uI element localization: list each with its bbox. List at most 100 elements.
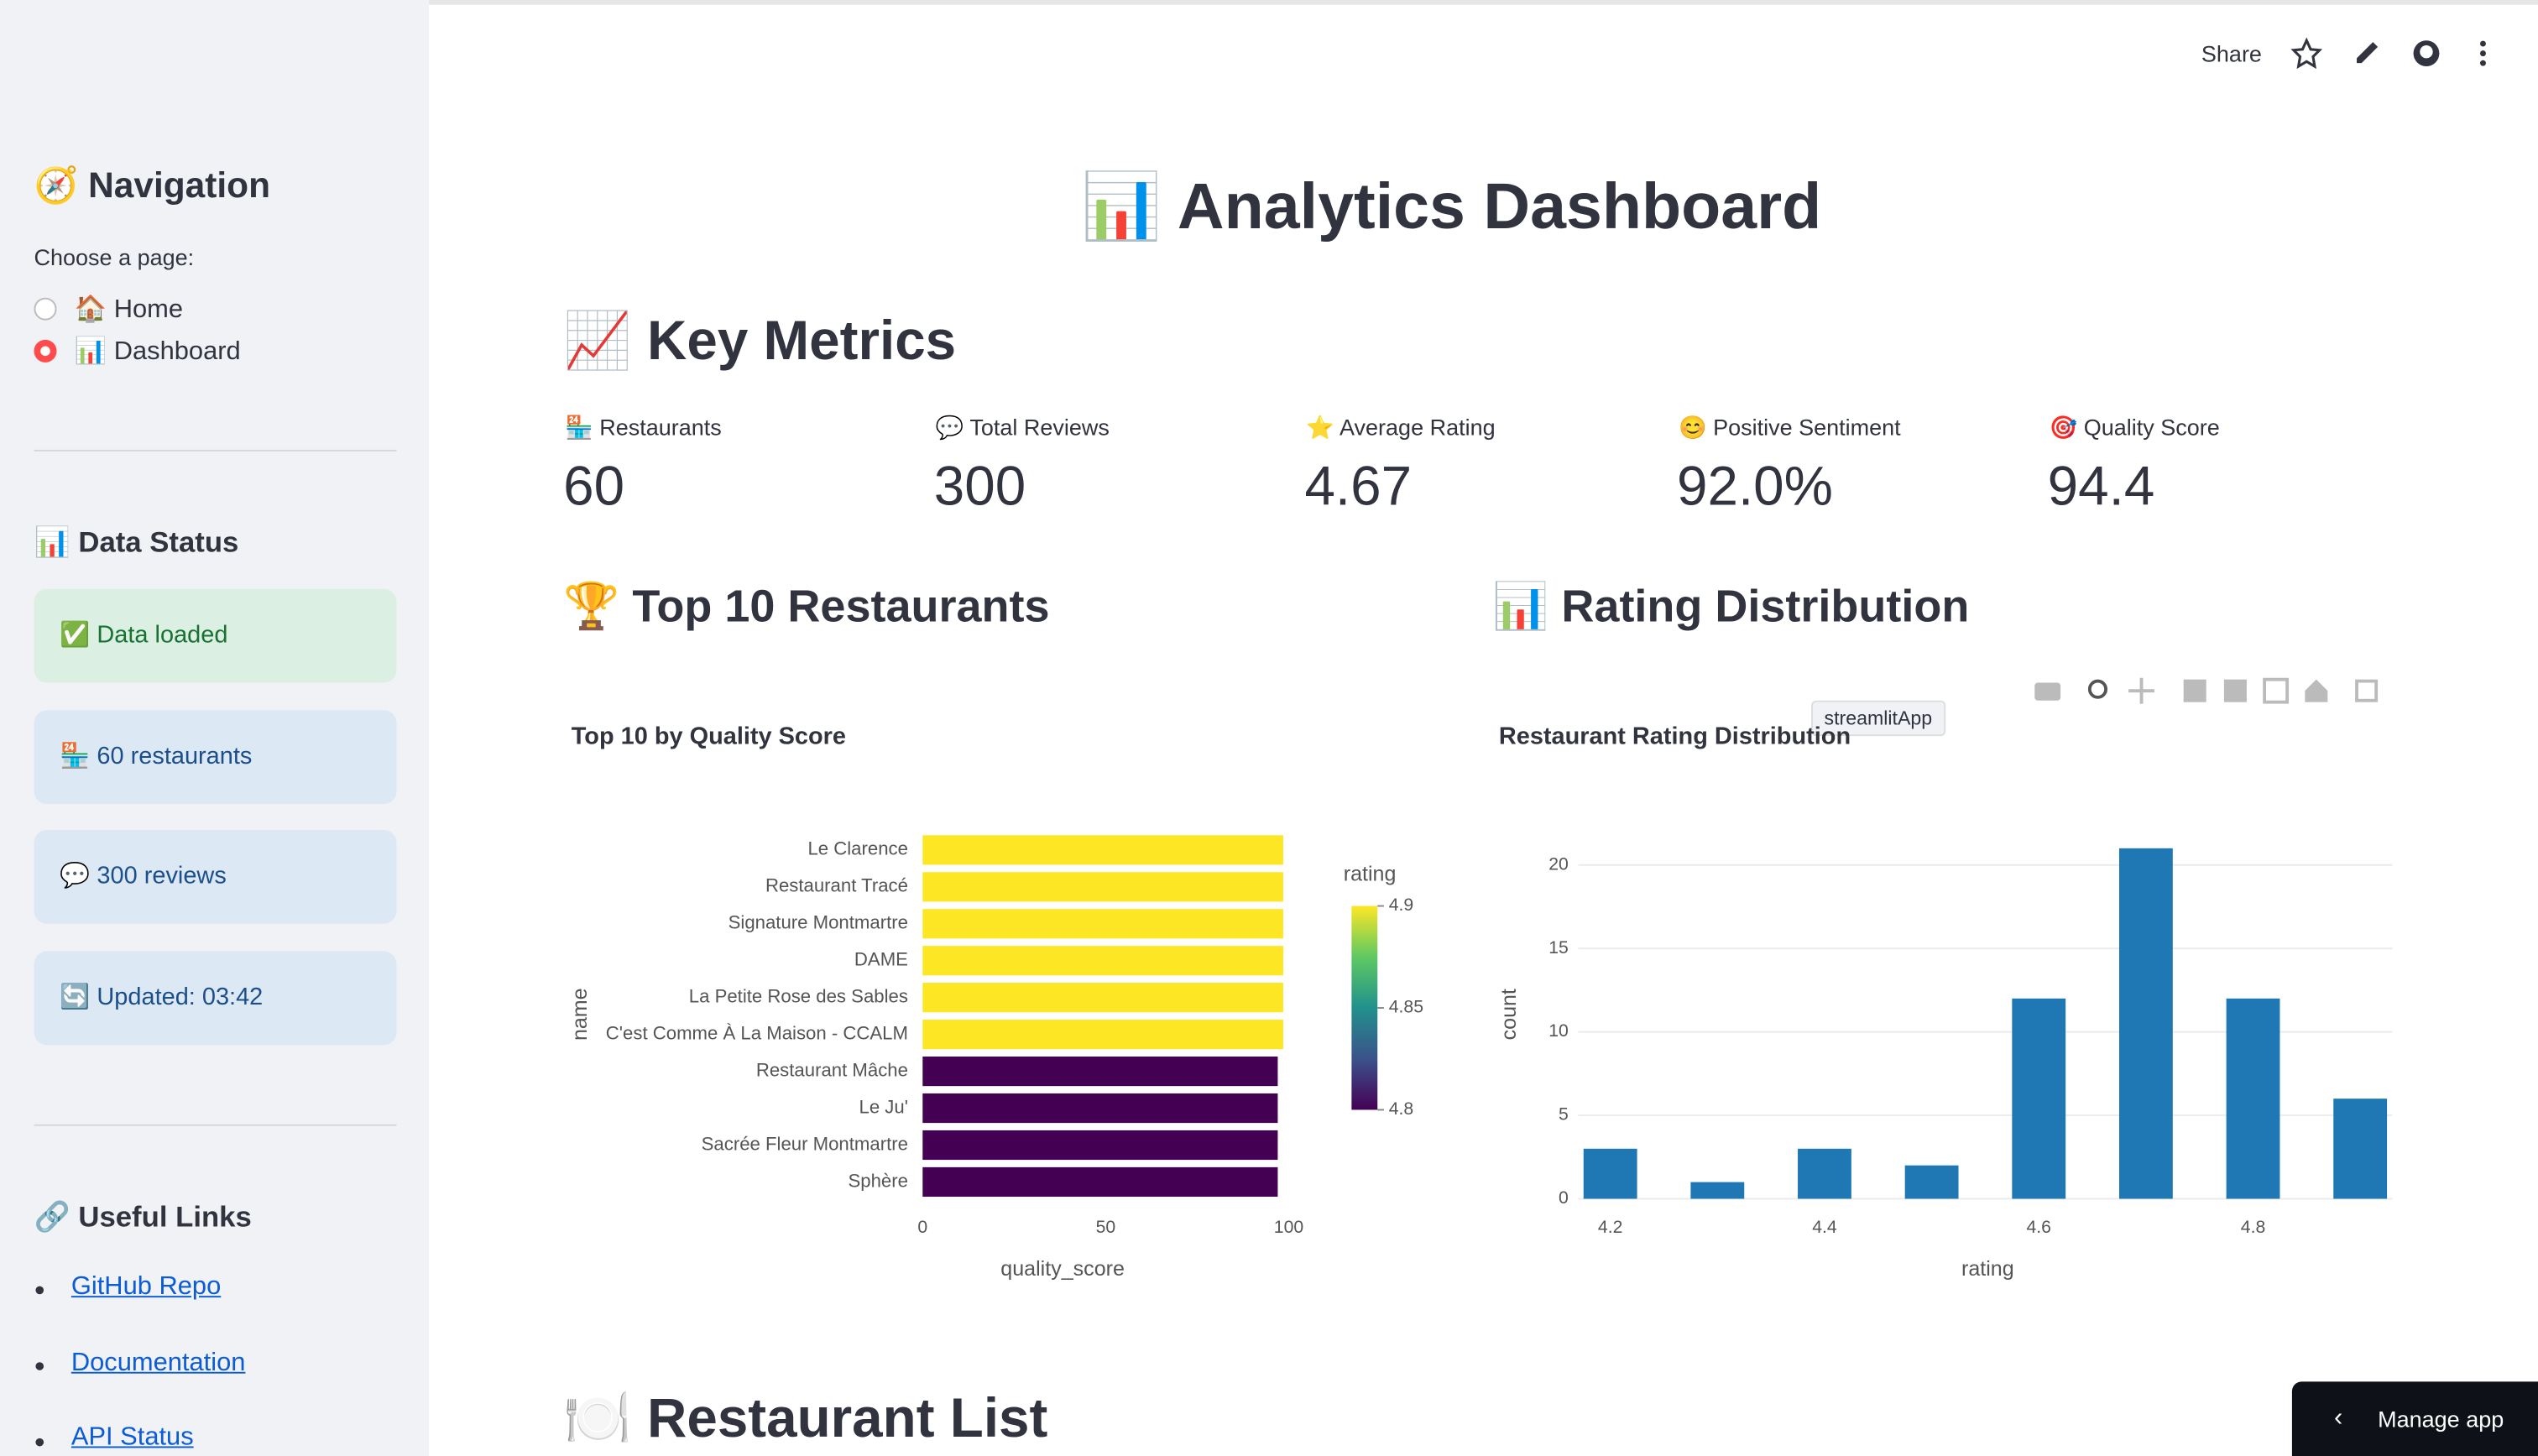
page-title: 📊 Analytics Dashboard	[1081, 171, 1822, 243]
y-tick-label: DAME	[854, 949, 908, 970]
y-tick-label: La Petite Rose des Sables	[689, 986, 908, 1007]
zoom-out-icon[interactable]	[2223, 679, 2247, 702]
metric-label: 🏪 Restaurants	[565, 414, 722, 441]
radio-button[interactable]	[34, 339, 57, 363]
menu-icon[interactable]	[2480, 40, 2486, 66]
chevron-icon: ‹	[2334, 1404, 2343, 1433]
y-tick-label: C'est Comme À La Maison - CCALM	[606, 1022, 908, 1043]
metric-value: 94.4	[2047, 456, 2155, 518]
chart-title: Top 10 by Quality Score	[572, 723, 846, 750]
divider	[34, 1124, 397, 1126]
sidebar-heading: 📊 Data Status	[34, 525, 239, 559]
y-tick-label: Signature Montmartre	[728, 912, 908, 933]
manage-app-button[interactable]: Manage app	[2291, 1381, 2538, 1456]
x-tick-label: 50	[1096, 1218, 1116, 1237]
bar	[1690, 1182, 1745, 1199]
y-tick-label: Le Clarence	[807, 838, 907, 859]
colorbar-tick-label: 4.8	[1389, 1099, 1413, 1119]
y-tick-label: Sacrée Fleur Montmartre	[702, 1133, 908, 1154]
x-axis-title: quality_score	[1000, 1257, 1125, 1281]
chart-title: Restaurant Rating Distribution	[1499, 723, 1851, 750]
radio-button[interactable]	[34, 297, 57, 321]
bullet	[35, 1286, 44, 1295]
metric-label: 😊 Positive Sentiment	[1678, 414, 1901, 441]
top-bar	[0, 0, 2538, 5]
x-tick-label: 4.6	[2027, 1218, 2051, 1237]
bar	[2226, 998, 2280, 1199]
bar	[2333, 1099, 2388, 1199]
sidebar-heading: 🔗 Useful Links	[34, 1200, 252, 1233]
bar	[2118, 848, 2173, 1199]
status-box: ✅ Data loaded	[34, 588, 397, 683]
section-title: 📊 Rating Distribution	[1492, 581, 1970, 631]
link[interactable]: Documentation	[70, 1349, 246, 1377]
section-title: 🏆 Top 10 Restaurants	[563, 581, 1050, 631]
x-tick-label: 4.2	[1598, 1218, 1622, 1237]
y-axis-title: count	[1497, 989, 1521, 1040]
bar	[922, 983, 1283, 1013]
radio-option[interactable]: 🏠 Home	[74, 295, 184, 324]
zoom-icon[interactable]	[2087, 679, 2108, 699]
bar	[2012, 998, 2066, 1199]
colorbar-title: rating	[1344, 863, 1397, 886]
y-tick-label: 0	[1559, 1188, 1569, 1208]
y-tick-label: Le Ju'	[859, 1096, 907, 1117]
sidebar: 🧭 Navigation Choose a page: 🏠 Home 📊 Das…	[0, 0, 430, 1456]
bullet	[35, 1438, 44, 1447]
bar	[922, 1020, 1283, 1050]
zoom-in-icon[interactable]	[2183, 679, 2206, 702]
bar	[922, 1093, 1278, 1124]
sidebar-heading: 🧭 Navigation	[34, 164, 271, 206]
link[interactable]: API Status	[70, 1423, 194, 1452]
autoscale-icon[interactable]	[2263, 677, 2290, 704]
bar	[922, 1166, 1278, 1198]
star-icon[interactable]	[2290, 37, 2323, 70]
metric-value: 92.0%	[1677, 456, 1833, 518]
reset-icon[interactable]	[2305, 679, 2328, 702]
divider	[34, 449, 397, 451]
metric-value: 60	[563, 456, 625, 518]
chart-modebar	[2034, 677, 2379, 704]
github-icon-inner	[2420, 44, 2433, 59]
edit-icon[interactable]	[2357, 42, 2379, 64]
bullet	[35, 1362, 44, 1370]
status-box: 🏪 60 restaurants	[34, 710, 397, 805]
bar	[922, 872, 1283, 902]
x-tick-label: 4.8	[2241, 1218, 2265, 1237]
y-tick-label: 10	[1548, 1021, 1569, 1041]
toolbar-icons	[2290, 37, 2486, 70]
y-tick-label: 15	[1548, 938, 1569, 958]
y-axis-title: name	[568, 988, 592, 1041]
fullscreen-icon[interactable]	[2355, 679, 2379, 702]
y-tick-label: Sphère	[848, 1170, 907, 1191]
x-tick-label: 4.4	[1812, 1218, 1837, 1237]
metric-value: 300	[933, 456, 1026, 518]
metric-label: 💬 Total Reviews	[935, 414, 1110, 441]
x-tick-label: 100	[1274, 1218, 1303, 1237]
link[interactable]: GitHub Repo	[70, 1273, 222, 1301]
share-button[interactable]: Share	[2201, 40, 2262, 67]
bar	[922, 1057, 1278, 1087]
colorbar	[1351, 905, 1378, 1110]
bar	[922, 835, 1283, 865]
colorbar-tick-label: 4.9	[1389, 895, 1413, 915]
metric-value: 4.67	[1304, 456, 1413, 518]
x-axis-title: rating	[1961, 1257, 2014, 1281]
colorbar-tick-label: 4.85	[1389, 998, 1423, 1017]
bar	[922, 1130, 1278, 1161]
bar	[1904, 1165, 1959, 1199]
section-title: 📈 Key Metrics	[563, 311, 957, 373]
bar	[1798, 1148, 1851, 1199]
section-title: 🍽️ Restaurant List	[563, 1388, 1048, 1450]
tooltip: streamlitApp	[1811, 700, 1945, 737]
pan-icon[interactable]	[2128, 677, 2154, 704]
status-box: 🔄 Updated: 03:42	[34, 951, 397, 1046]
y-tick-label: Restaurant Mâche	[756, 1059, 908, 1080]
radio-option[interactable]: 📊 Dashboard	[74, 337, 241, 366]
bar	[922, 909, 1283, 939]
camera-icon[interactable]	[2034, 682, 2061, 701]
status-box: 💬 300 reviews	[34, 829, 397, 924]
y-tick-label: 5	[1559, 1105, 1569, 1125]
